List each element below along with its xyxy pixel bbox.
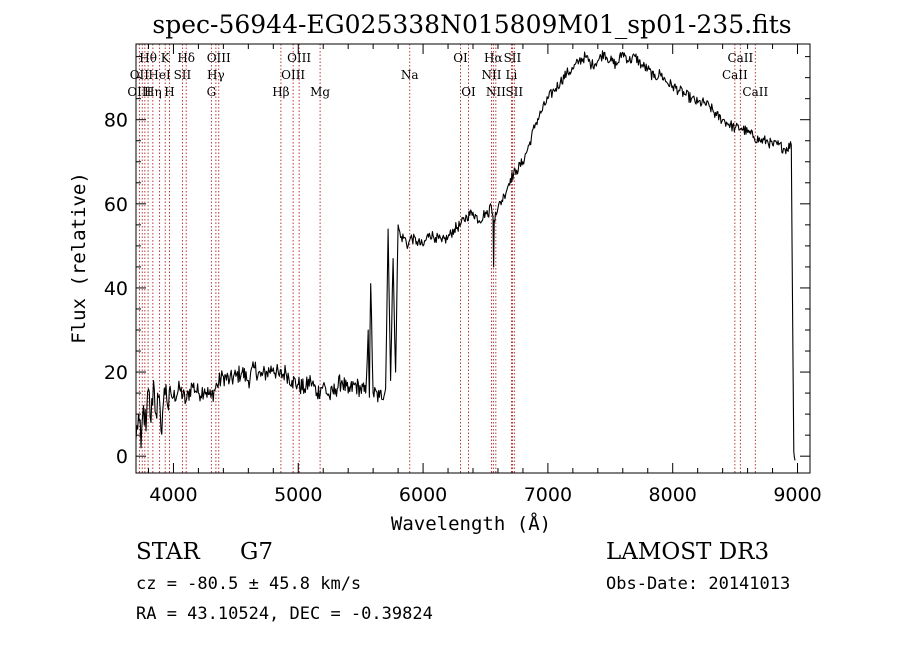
marker-label: G [207,85,217,99]
plot-frame [135,43,811,474]
radec-label: RA = 43.10524, DEC = -0.39824 [136,604,433,624]
x-tick-label: 6000 [399,484,447,506]
marker-label: NII [481,68,501,82]
marker-label: Mg [310,85,330,99]
marker-label: OI [453,51,468,65]
marker-label: OIII [127,85,151,99]
marker-label: Li [506,68,518,82]
marker-label: SII [504,51,522,65]
marker-label: K [161,51,171,65]
x-tick-label: 9000 [773,484,821,506]
y-tick-label: 0 [116,446,128,468]
x-tick-label: 7000 [524,484,572,506]
marker-label: Na [401,68,419,82]
marker-label: OIII [281,68,305,82]
marker-label: SII [505,85,523,99]
flux-line [135,50,796,461]
chart-title: spec-56944-EG025338N015809M01_sp01-235.f… [152,10,791,39]
marker-label: CaII [742,85,768,99]
x-axis: 4000 5000 6000 7000 8000 9000 [147,44,822,506]
marker-label: Hδ [177,51,195,65]
marker-label: Hα [484,51,503,65]
marker-label: Hη [144,85,162,99]
y-tick-label: 60 [104,194,128,216]
marker-label: H [164,85,174,99]
marker-label: NII [486,85,506,99]
y-tick-label: 80 [104,110,128,132]
subclass-label: G7 [240,539,273,565]
x-tick-label: 4000 [149,484,197,506]
x-tick-label: 5000 [274,484,322,506]
y-axis-label: Flux (relative) [68,172,90,344]
marker-label: OIII [207,51,231,65]
x-tick-label: 8000 [649,484,697,506]
y-tick-label: 20 [104,362,128,384]
marker-label: Hβ [272,85,289,99]
marker-label: Hγ [207,68,225,82]
marker-label: HeI [148,68,171,82]
marker-label: OIII [287,51,311,65]
class-label: STAR [136,539,200,565]
x-axis-label: Wavelength (Å) [391,512,551,535]
marker-lines [138,44,756,473]
marker-label: CaII [727,51,753,65]
y-axis: 0 20 40 60 80 [104,56,810,468]
y-tick-label: 40 [104,278,128,300]
marker-label: CaII [722,68,748,82]
marker-label: OI [461,85,476,99]
survey-label: LAMOST DR3 [606,539,769,565]
marker-label: Hθ [139,51,157,65]
obs-date-label: Obs-Date: 20141013 [606,574,790,594]
redshift-label: cz = -80.5 ± 45.8 km/s [136,574,361,594]
marker-label: OII [130,68,150,82]
marker-label: SII [174,68,192,82]
